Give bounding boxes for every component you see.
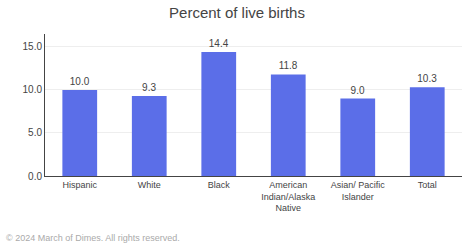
svg-text:5.0: 5.0 [28, 127, 42, 138]
svg-text:14.4: 14.4 [209, 38, 229, 49]
svg-text:9.3: 9.3 [142, 82, 156, 93]
svg-text:Black: Black [208, 180, 231, 190]
svg-text:9.0: 9.0 [351, 85, 365, 96]
svg-text:10.3: 10.3 [417, 73, 437, 84]
svg-text:0.0: 0.0 [28, 171, 42, 182]
svg-text:11.8: 11.8 [279, 60, 298, 71]
svg-text:Percent of live births: Percent of live births [169, 4, 305, 21]
svg-text:10.0: 10.0 [23, 84, 43, 95]
svg-text:Hispanic: Hispanic [62, 180, 97, 190]
svg-text:Asian/ PacificIslander: Asian/ PacificIslander [331, 180, 386, 202]
svg-text:Total: Total [418, 180, 437, 190]
svg-text:AmericanIndian/AlaskaNative: AmericanIndian/AlaskaNative [261, 180, 315, 213]
svg-text:15.0: 15.0 [23, 41, 43, 52]
svg-text:© 2024 March of Dimes. All rig: © 2024 March of Dimes. All rights reserv… [6, 233, 180, 243]
svg-text:White: White [138, 180, 161, 190]
svg-text:10.0: 10.0 [70, 76, 90, 87]
